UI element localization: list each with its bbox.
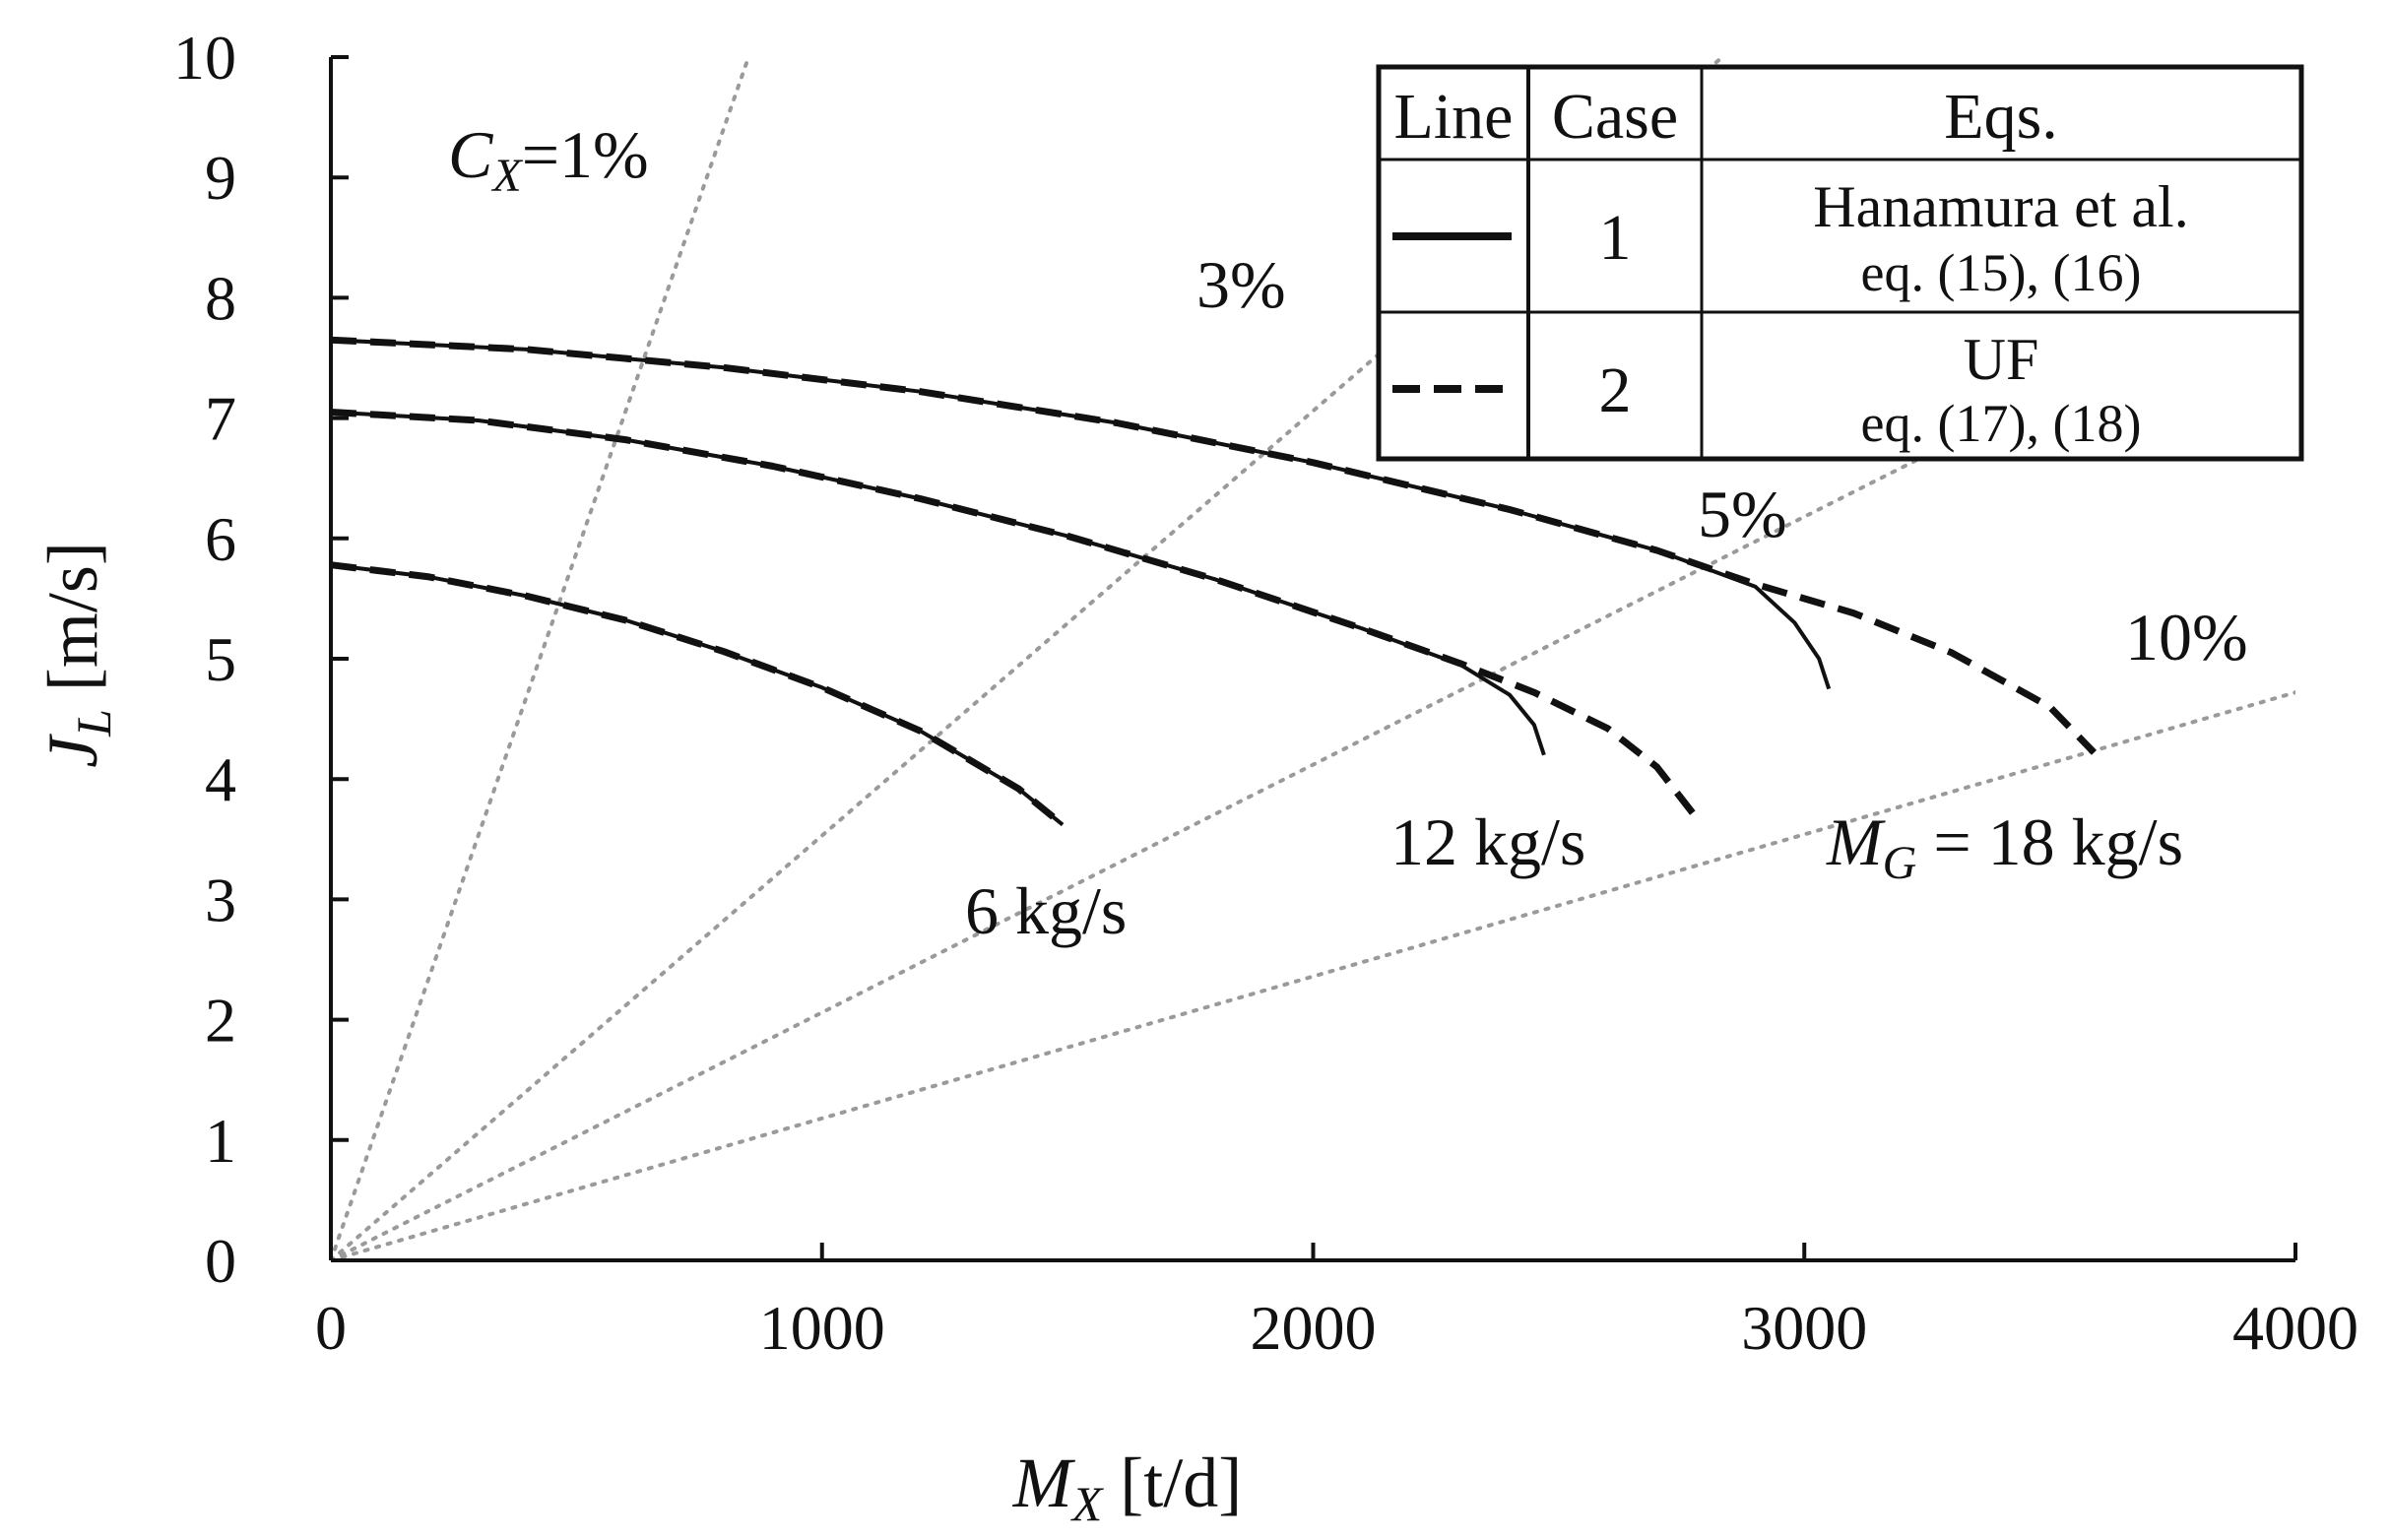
x-ticks: 0 1000 2000 3000 4000 — [315, 1243, 2358, 1363]
x-tick-label: 4000 — [2232, 1293, 2358, 1363]
y-tick-label: 1 — [205, 1106, 236, 1176]
x-tick-label: 1000 — [759, 1293, 885, 1363]
annotation-10pct: 10% — [2125, 600, 2248, 674]
series-lines — [330, 336, 2098, 828]
x-tick-label: 0 — [315, 1293, 347, 1363]
legend-eq-2-ref: eq. (17), (18) — [1861, 394, 2142, 453]
legend-case-1: 1 — [1599, 202, 1632, 274]
series-line-case-2 — [330, 409, 1700, 820]
x-tick-label: 3000 — [1741, 1293, 1867, 1363]
y-tick-label: 0 — [205, 1226, 236, 1296]
y-tick-label: 3 — [205, 865, 236, 934]
series-line-case-1 — [330, 562, 1065, 827]
y-tick-label: 4 — [205, 744, 236, 814]
y-tick-label: 10 — [173, 23, 236, 93]
series-line-case-2 — [330, 561, 1066, 828]
concentration-line — [331, 57, 1724, 1260]
y-tick-label: 2 — [205, 986, 236, 1056]
annotation-18kgs: MG = 18 kg/s — [1826, 804, 2183, 889]
y-tick-label: 9 — [205, 143, 236, 213]
y-tick-label: 6 — [205, 504, 236, 574]
y-tick-label: 8 — [205, 263, 236, 333]
annotation-cx-1pct: CX=1% — [448, 117, 649, 202]
x-axis-label: MX [t/d] — [1012, 1444, 1243, 1531]
annotation-12kgs: 12 kg/s — [1390, 804, 1585, 879]
legend: Line Case Eqs. 1 Hanamura et al. eq. (15… — [1376, 64, 2304, 462]
legend-header-line: Line — [1394, 81, 1514, 153]
y-axis-label: JL [m/s] — [33, 542, 121, 768]
series-line-case-2 — [330, 336, 2098, 755]
series-line-case-1 — [330, 410, 1546, 756]
legend-frame — [1376, 64, 2304, 462]
concentration-line — [331, 690, 2295, 1260]
legend-case-2: 2 — [1599, 354, 1632, 426]
x-tick-label: 2000 — [1251, 1293, 1377, 1363]
y-tick-label: 5 — [205, 624, 236, 694]
annotation-3pct: 3% — [1196, 247, 1286, 322]
annotation-6kgs: 6 kg/s — [965, 873, 1127, 948]
concentration-line — [331, 57, 751, 1260]
y-ticks: 0 1 2 3 4 5 6 7 8 9 10 — [173, 23, 349, 1296]
legend-eq-1-name: Hanamura et al. — [1813, 174, 2188, 239]
legend-header-case: Case — [1552, 81, 1678, 153]
annotation-5pct: 5% — [1698, 477, 1787, 551]
legend-header-eqs: Eqs. — [1944, 81, 2058, 153]
y-tick-label: 7 — [205, 384, 236, 454]
legend-eq-1-ref: eq. (15), (16) — [1861, 243, 2142, 302]
legend-eq-2-name: UF — [1964, 327, 2039, 392]
